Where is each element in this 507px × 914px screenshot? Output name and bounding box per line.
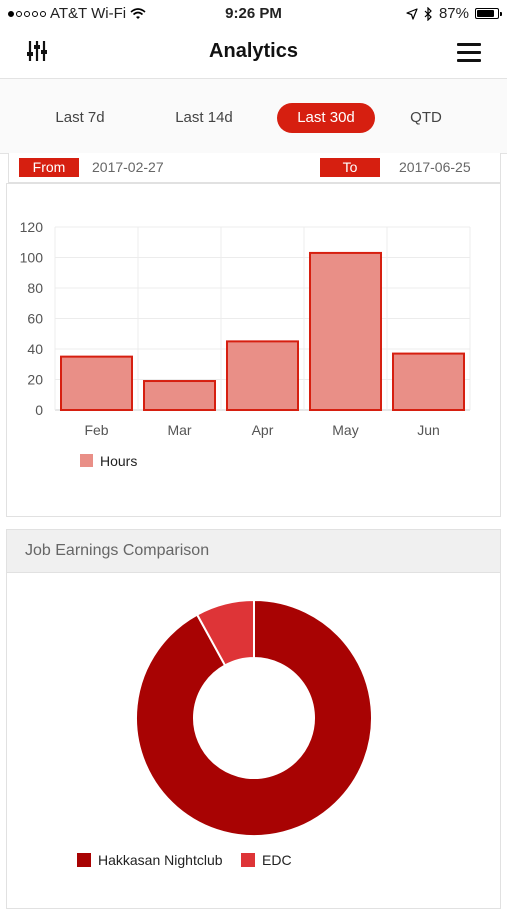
nav-bar: Analytics: [0, 30, 507, 79]
legend-label: EDC: [262, 852, 292, 868]
bar-feb: [60, 355, 133, 411]
y-tick-label: 40: [27, 341, 43, 357]
x-tick-label: Feb: [84, 422, 108, 438]
battery-icon: [475, 8, 502, 19]
legend-swatch-hours: [80, 454, 93, 467]
location-arrow-icon: [406, 7, 418, 20]
from-label: From: [19, 158, 79, 177]
legend-label: Hakkasan Nightclub: [98, 852, 223, 868]
hamburger-menu-icon: [457, 59, 481, 62]
y-tick-label: 0: [35, 402, 43, 418]
y-tick-label: 100: [20, 250, 44, 266]
filter-button[interactable]: [26, 40, 48, 62]
date-range-tabs: Last 7d Last 14d Last 30d QTD: [0, 79, 507, 154]
legend-swatch: [241, 853, 255, 867]
signal-dot: [40, 10, 46, 17]
battery-percent: 87%: [438, 5, 469, 22]
clock: 9:26 PM: [225, 5, 282, 22]
job-earnings-donut-chart: Hakkasan Nightclub EDC: [77, 598, 373, 868]
hours-bar-chart: 0 20 40 60 80 100 120 Feb Mar Apr May Jun Hours: [20, 219, 471, 469]
signal-dot: [8, 10, 14, 17]
y-tick-label: 60: [27, 311, 43, 327]
donut-slice-hakkasan-nightclub: [135, 598, 373, 837]
signal-dot: [32, 10, 38, 17]
y-tick-label: 20: [27, 372, 43, 388]
x-tick-label: Mar: [167, 422, 191, 438]
bar-mar: [143, 380, 216, 411]
page-title: Analytics: [209, 40, 298, 62]
bar-jun: [392, 352, 465, 411]
bar-may: [309, 251, 382, 411]
signal-dot: [24, 10, 30, 17]
sliders-icon: [27, 41, 47, 61]
legend-swatch: [77, 853, 91, 867]
status-left: AT&T Wi-Fi: [8, 5, 146, 22]
status-bar: AT&T Wi-Fi 9:26 PM 87%: [0, 0, 507, 30]
tab-last-14d[interactable]: Last 14d: [175, 109, 233, 126]
from-date-field[interactable]: 2017-02-27: [92, 159, 164, 175]
job-earnings-title: Job Earnings Comparison: [7, 530, 500, 573]
hamburger-menu-icon: [457, 43, 481, 46]
y-tick-label: 120: [20, 219, 44, 235]
menu-button[interactable]: [457, 43, 481, 63]
x-tick-label: Jun: [417, 422, 440, 438]
bluetooth-icon: [424, 6, 432, 21]
signal-strength-icon: [8, 10, 46, 17]
x-tick-label: Apr: [252, 422, 274, 438]
tab-last-7d[interactable]: Last 7d: [55, 109, 105, 126]
job-earnings-card: Job Earnings Comparison Hakkasan Nightcl…: [6, 529, 501, 909]
hours-chart-card: 0 20 40 60 80 100 120 Feb Mar Apr May Jun Hours: [6, 183, 501, 517]
bar-apr: [226, 340, 299, 411]
hamburger-menu-icon: [457, 51, 481, 54]
tab-qtd[interactable]: QTD: [410, 109, 442, 126]
battery-tip: [500, 12, 502, 16]
x-tick-label: May: [332, 422, 358, 438]
carrier-name: AT&T Wi-Fi: [50, 5, 127, 22]
y-tick-label: 80: [27, 280, 43, 296]
to-date-field[interactable]: 2017-06-25: [399, 159, 471, 175]
signal-dot: [16, 10, 22, 17]
date-range-row: From 2017-02-27 To 2017-06-25: [8, 153, 501, 183]
status-right: 87%: [406, 5, 502, 22]
to-label: To: [320, 158, 380, 177]
wifi-icon: [130, 7, 146, 19]
tab-last-30d[interactable]: Last 30d: [277, 103, 375, 133]
battery-level: [477, 10, 495, 17]
legend-label-hours: Hours: [100, 453, 137, 469]
donut-slice-edc: [195, 598, 255, 667]
